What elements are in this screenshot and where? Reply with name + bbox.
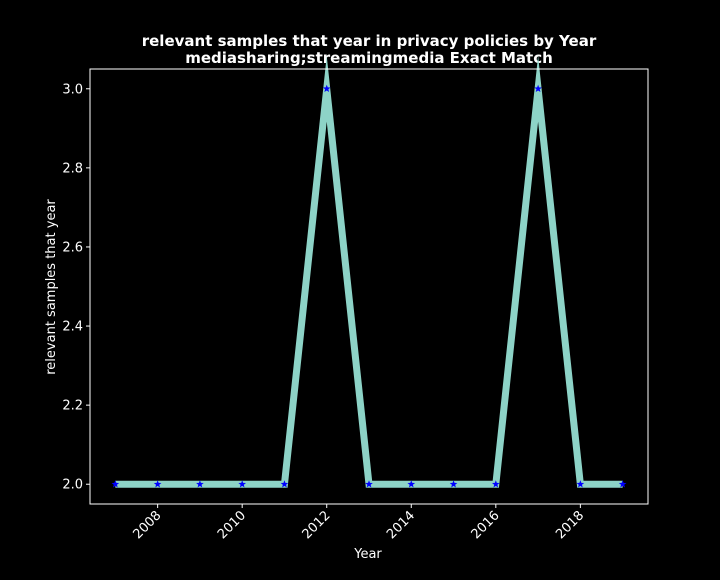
data-point-marker xyxy=(576,480,585,488)
plot-area xyxy=(111,55,627,488)
data-point-marker xyxy=(449,480,458,488)
data-point-marker xyxy=(153,480,162,488)
y-axis-label: relevant samples that year xyxy=(44,199,59,375)
y-tick-label: 2.8 xyxy=(62,161,83,176)
y-tick-label: 2.0 xyxy=(62,478,83,493)
data-point-marker xyxy=(618,480,627,488)
data-point-marker xyxy=(365,480,373,488)
data-point-marker xyxy=(111,480,120,488)
y-tick-label: 2.4 xyxy=(62,320,83,335)
data-point-marker xyxy=(238,480,246,488)
data-point-marker xyxy=(534,84,542,93)
chart-title-line-2: mediasharing;streamingmedia Exact Match xyxy=(185,49,553,67)
data-point-marker xyxy=(280,480,289,488)
y-tick-label: 2.2 xyxy=(62,399,83,414)
data-point-marker xyxy=(492,480,500,488)
plot-frame xyxy=(89,68,649,505)
x-axis-label: Year xyxy=(353,547,382,562)
data-point-marker xyxy=(322,84,331,93)
data-point-marker xyxy=(196,480,204,488)
y-tick-label: 2.6 xyxy=(62,240,83,255)
data-point-marker xyxy=(407,480,416,488)
y-tick-label: 3.0 xyxy=(62,82,83,97)
chart-title-line-1: relevant samples that year in privacy po… xyxy=(142,32,597,50)
